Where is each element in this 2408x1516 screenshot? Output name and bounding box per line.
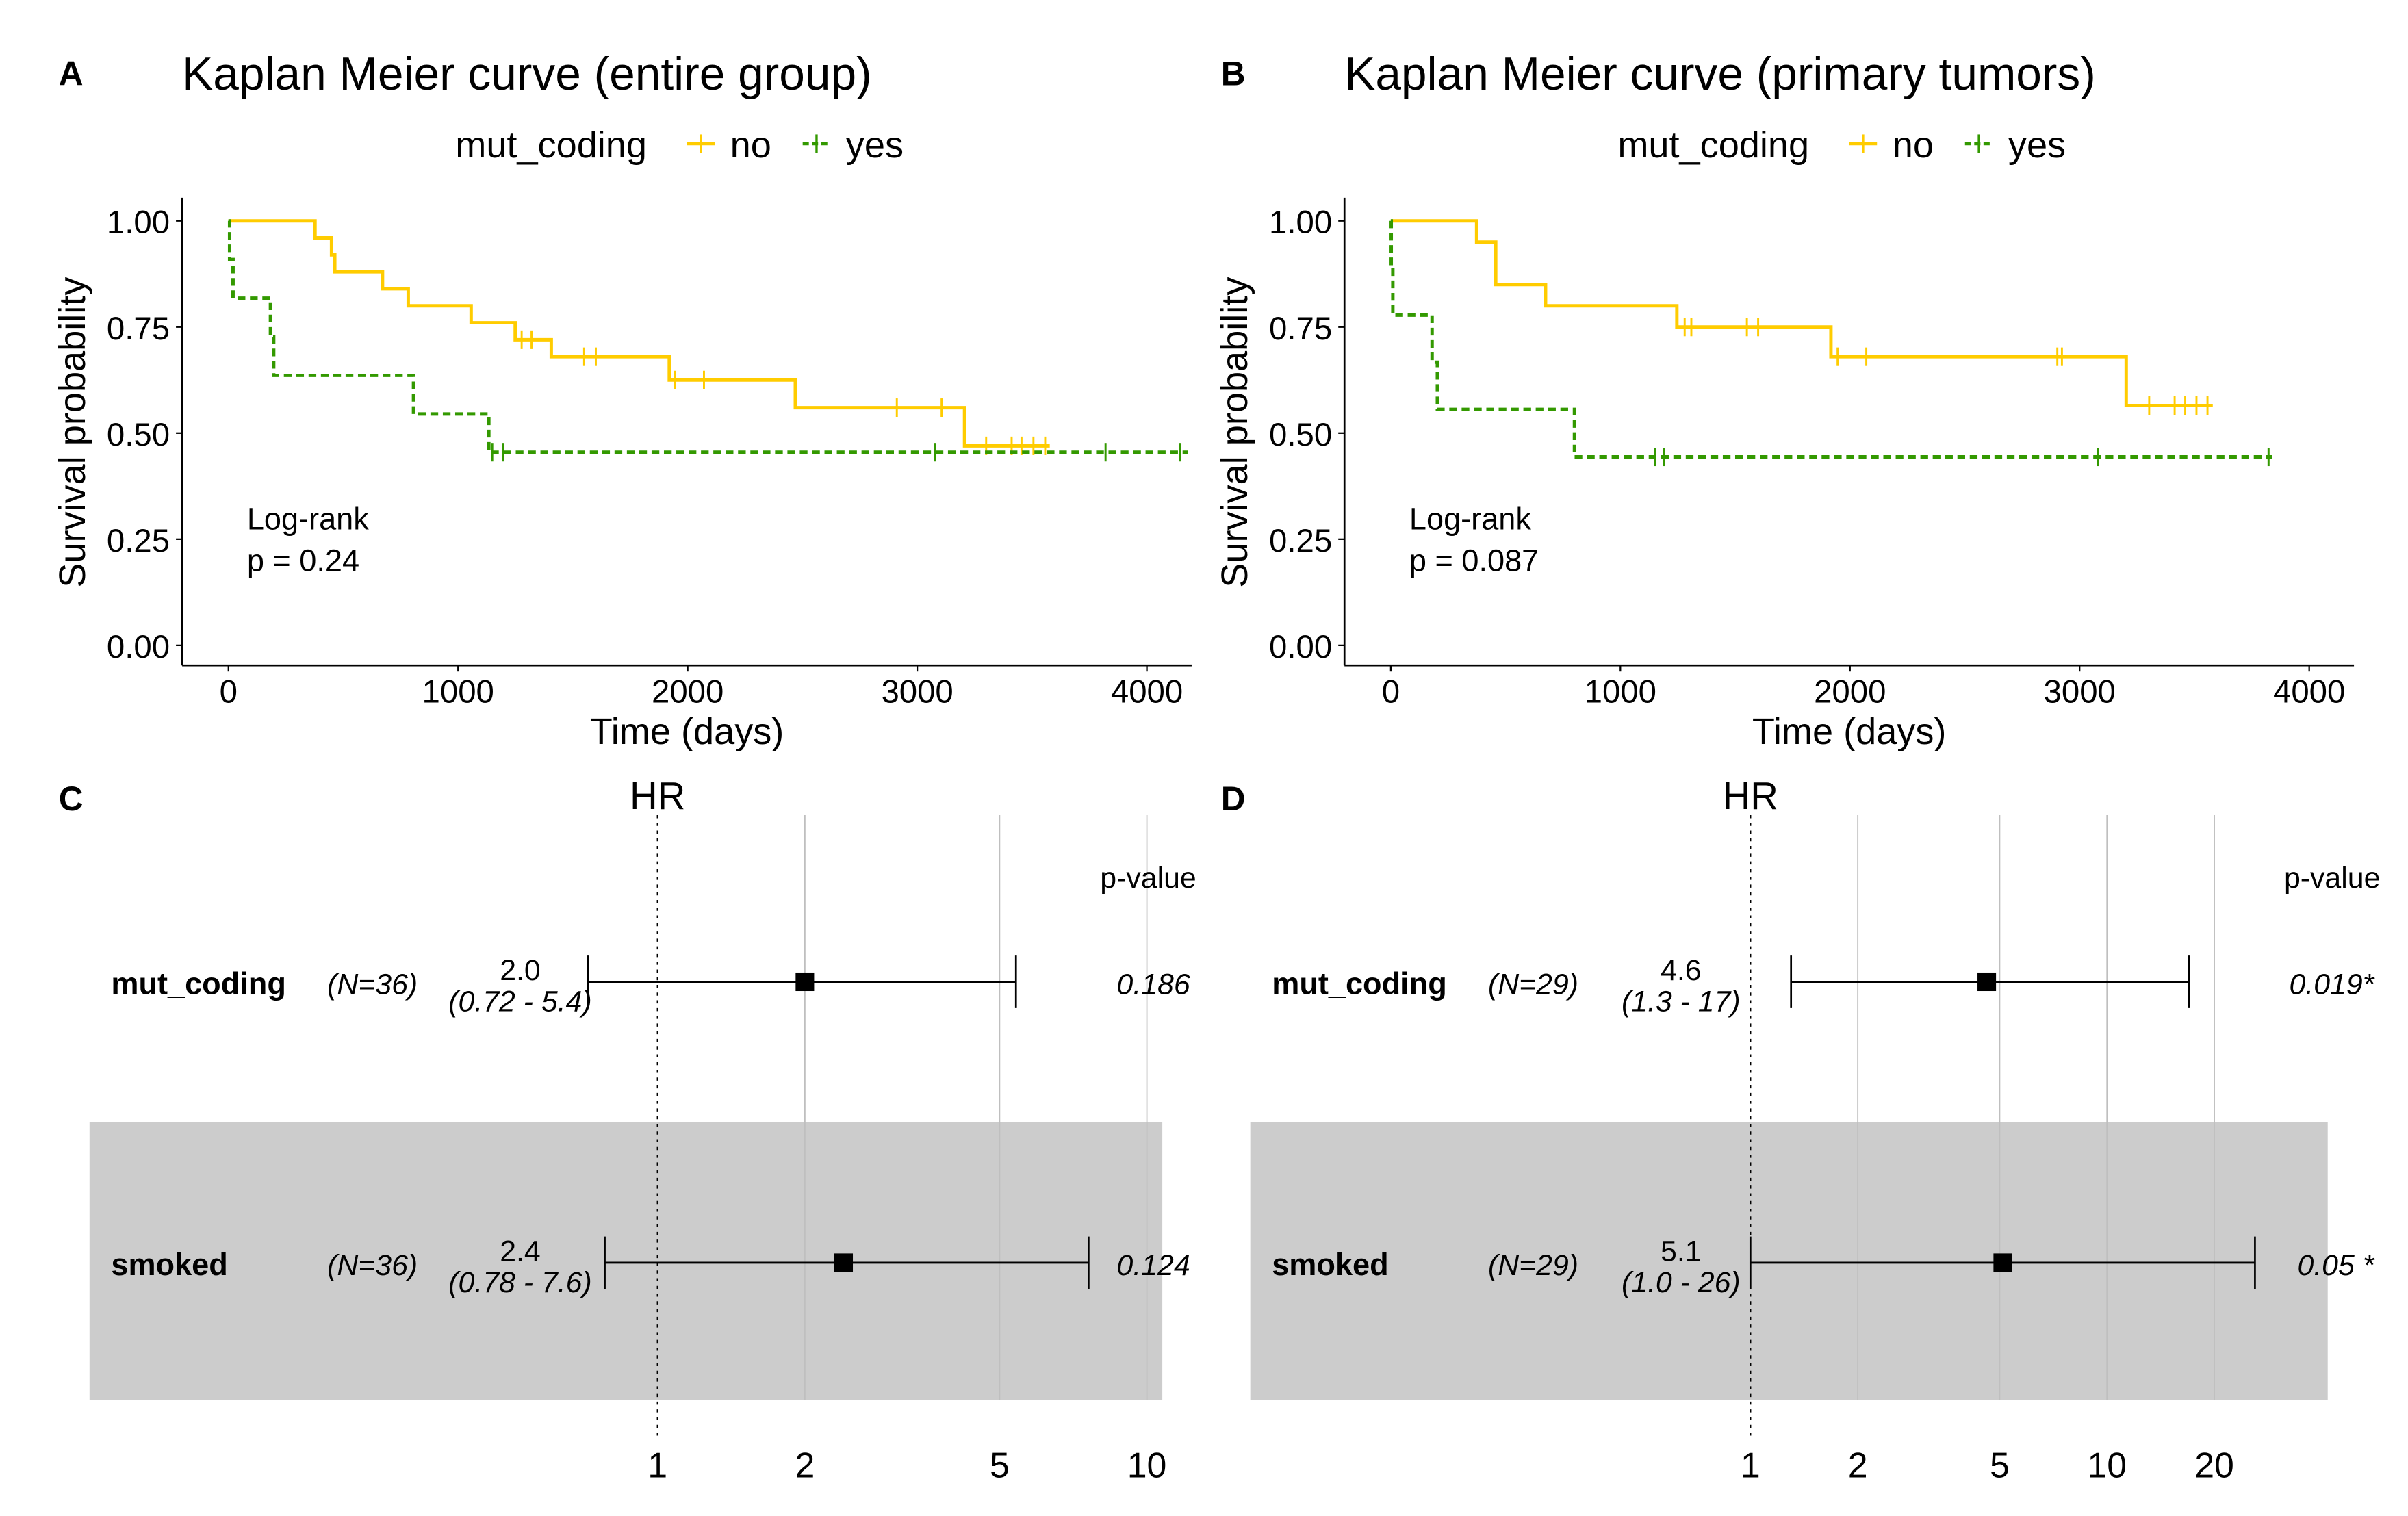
- km-curve-yes: [227, 219, 1188, 454]
- km-curve-no: [228, 219, 1050, 448]
- x-tick-label: 2000: [1814, 673, 1886, 710]
- hr-value: 4.6: [1661, 954, 1702, 987]
- y-tick-label: 0.25: [107, 523, 170, 559]
- hr-point: [1977, 972, 1997, 992]
- x-tick-label: 1: [1741, 1445, 1760, 1485]
- x-tick-label: 3000: [881, 673, 953, 710]
- logrank-label: Log-rank: [247, 502, 369, 537]
- y-tick-label: 0.00: [1269, 629, 1332, 665]
- hr-value: 2.0: [500, 954, 541, 987]
- logrank-pvalue: p = 0.087: [1409, 543, 1539, 578]
- hr-value: 5.1: [1661, 1235, 1702, 1268]
- n-label: (N=36): [327, 1249, 418, 1282]
- logrank-label: Log-rank: [1409, 502, 1531, 537]
- legend-title: mut_coding: [455, 125, 647, 166]
- y-tick-label: 0.25: [1269, 523, 1332, 559]
- legend-title: mut_coding: [1617, 125, 1809, 166]
- hr-point: [1993, 1253, 2012, 1272]
- n-label: (N=29): [1488, 1249, 1578, 1282]
- pvalue-header: p-value: [2284, 862, 2380, 895]
- variable-label: mut_coding: [1272, 966, 1447, 1001]
- legend-label-no: no: [1893, 125, 1934, 166]
- y-axis-title: Survival probability: [52, 277, 93, 588]
- x-tick-label: 2000: [652, 673, 723, 710]
- y-tick-label: 0.50: [1269, 417, 1332, 453]
- km-panel-A: A Kaplan Meier curve (entire group) mut_co…: [52, 49, 1192, 752]
- pvalue-header: p-value: [1100, 862, 1196, 895]
- x-tick-label: 10: [1127, 1445, 1167, 1485]
- shaded-row-band: [1250, 1122, 2328, 1400]
- chart-title: Kaplan Meier curve (primary tumors): [1344, 49, 2096, 100]
- hr-axis-label: HR: [630, 774, 685, 817]
- forest-panel-D: D HR p-value 1 2 5 10 20 mut_coding (N=29) 4.6(1.3…: [1221, 774, 2381, 1485]
- legend-label-no: no: [730, 125, 771, 166]
- pvalue: 0.186: [1117, 968, 1190, 1001]
- y-tick-label: 0.75: [107, 311, 170, 347]
- forest-row: smoked (N=36) 2.4(0.78 - 7.6) 0.124: [111, 1235, 1190, 1299]
- x-tick-label: 4000: [1111, 673, 1183, 710]
- pvalue: 0.05 *: [2297, 1249, 2374, 1282]
- variable-label: smoked: [1272, 1247, 1388, 1282]
- x-tick-label: 1: [648, 1445, 667, 1485]
- panel-letter: A: [59, 54, 84, 92]
- ci-value: (0.78 - 7.6): [448, 1266, 591, 1299]
- ci-value: (1.3 - 17): [1622, 985, 1741, 1018]
- panel-letter: B: [1221, 54, 1246, 92]
- shaded-row-band: [89, 1122, 1163, 1400]
- y-axis-title: Survival probability: [1214, 277, 1255, 588]
- x-tick-label: 5: [1990, 1445, 2010, 1485]
- y-tick-label: 1.00: [107, 205, 170, 241]
- x-tick-label: 5: [990, 1445, 1010, 1485]
- ci-value: (0.72 - 5.4): [448, 985, 591, 1018]
- y-tick-label: 0.00: [107, 629, 170, 665]
- panel-letter: C: [59, 780, 84, 818]
- hr-point: [795, 972, 815, 992]
- x-tick-label: 2: [795, 1445, 815, 1485]
- x-tick-label: 0: [1382, 673, 1400, 710]
- y-tick-label: 0.75: [1269, 311, 1332, 347]
- n-label: (N=36): [327, 968, 418, 1001]
- y-tick-label: 1.00: [1269, 205, 1332, 241]
- x-tick-label: 4000: [2273, 673, 2345, 710]
- ci-value: (1.0 - 26): [1622, 1266, 1741, 1299]
- x-tick-label: 2: [1848, 1445, 1868, 1485]
- x-tick-label: 10: [2087, 1445, 2127, 1485]
- panel-letter: D: [1221, 780, 1246, 818]
- variable-label: smoked: [111, 1247, 227, 1282]
- forest-row: mut_coding (N=29) 4.6(1.3 - 17) 0.019*: [1272, 954, 2374, 1018]
- km-curve-yes: [1389, 219, 2272, 459]
- pvalue: 0.124: [1117, 1249, 1190, 1282]
- forest-row: mut_coding (N=36) 2.0(0.72 - 5.4) 0.186: [111, 954, 1190, 1018]
- km-panel-B: B Kaplan Meier curve (primary tumors) mut_…: [1214, 49, 2355, 752]
- forest-panel-C: C HR p-value 1 2 5 10 mut_coding (N=36) 2.0(0.72 …: [59, 774, 1196, 1485]
- hr-point: [834, 1253, 854, 1272]
- legend-label-yes: yes: [2008, 125, 2066, 166]
- chart-title: Kaplan Meier curve (entire group): [182, 49, 872, 100]
- hr-axis-label: HR: [1723, 774, 1778, 817]
- x-tick-label: 0: [220, 673, 238, 710]
- variable-label: mut_coding: [111, 966, 286, 1001]
- logrank-pvalue: p = 0.24: [247, 543, 359, 578]
- hr-value: 2.4: [500, 1235, 541, 1268]
- x-tick-label: 1000: [422, 673, 494, 710]
- forest-row: smoked (N=29) 5.1(1.0 - 26) 0.05 *: [1272, 1235, 2374, 1299]
- x-tick-label: 20: [2194, 1445, 2234, 1485]
- x-tick-label: 3000: [2044, 673, 2116, 710]
- x-axis-title: Time (days): [590, 711, 784, 752]
- y-tick-label: 0.50: [107, 417, 170, 453]
- x-tick-label: 1000: [1585, 673, 1656, 710]
- x-axis-title: Time (days): [1752, 711, 1947, 752]
- legend-label-yes: yes: [846, 125, 904, 166]
- legend: mut_coding no yes: [1617, 125, 2066, 166]
- legend: mut_coding no yes: [455, 125, 904, 166]
- km-curve-no: [1390, 219, 2213, 407]
- n-label: (N=29): [1488, 968, 1578, 1001]
- pvalue: 0.019*: [2290, 968, 2375, 1001]
